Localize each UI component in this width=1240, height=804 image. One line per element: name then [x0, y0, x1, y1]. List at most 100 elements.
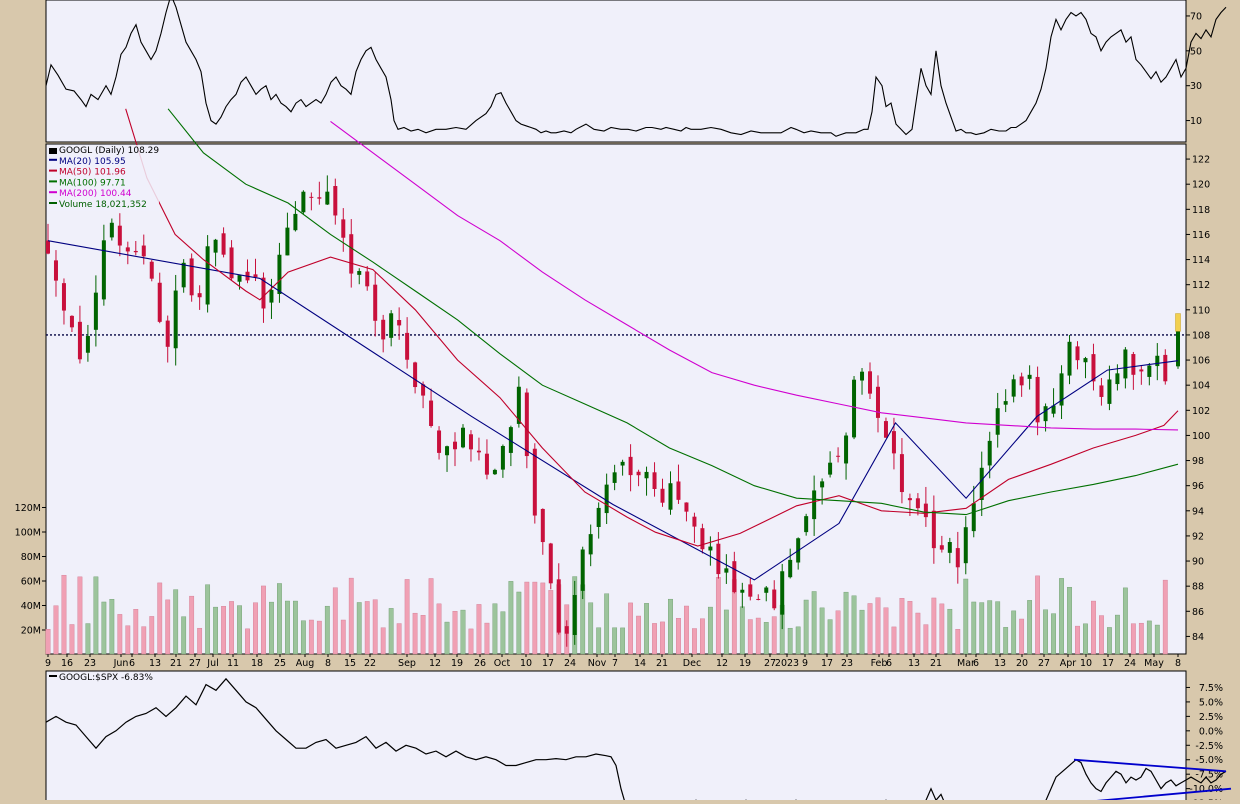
candle-body — [373, 284, 378, 321]
price-tick-label: 92 — [1192, 531, 1204, 542]
candle-body — [548, 543, 553, 584]
candle-body — [532, 448, 537, 516]
volume-bar — [404, 579, 410, 655]
x-tick-label: 21 — [930, 658, 942, 669]
volume-bar — [508, 581, 514, 655]
candle-body — [1043, 406, 1048, 422]
volume-bar — [963, 578, 969, 655]
volume-bar — [907, 601, 913, 655]
candle-body — [453, 441, 458, 450]
volume-bar — [149, 616, 155, 655]
candle-body — [1115, 373, 1120, 385]
volume-bar — [715, 577, 721, 655]
candle-body — [596, 507, 601, 527]
candle-body — [277, 254, 282, 295]
x-tick-label: 27 — [764, 658, 776, 669]
volume-bar — [787, 627, 793, 655]
candle-body — [109, 222, 114, 238]
candle-body — [820, 481, 825, 488]
volume-bar — [612, 627, 618, 655]
price-tick-label: 94 — [1192, 506, 1204, 517]
candle-body — [588, 534, 593, 555]
volume-bar — [1075, 625, 1080, 655]
volume-bar — [819, 607, 825, 655]
volume-bar — [827, 619, 833, 655]
candle-body — [1083, 358, 1088, 363]
volume-bar — [61, 574, 67, 655]
volume-bar — [1003, 627, 1009, 655]
volume-bar — [460, 609, 466, 655]
moving-average-ma200 — [330, 120, 1179, 431]
candle-body — [173, 290, 178, 349]
volume-bar — [348, 577, 354, 655]
candle-body — [883, 421, 888, 438]
relative-strength-panel — [45, 670, 1187, 803]
volume-bar — [596, 627, 602, 655]
relative-tick-label: 0.0% — [1199, 726, 1223, 737]
volume-bar — [652, 623, 657, 655]
candle-body — [995, 408, 1000, 435]
candle-body — [524, 392, 529, 457]
price-tick-label: 116 — [1192, 230, 1210, 241]
candle-body — [1131, 354, 1136, 375]
rsi-line — [45, 0, 1227, 137]
candle-body — [476, 450, 481, 453]
volume-bar — [771, 616, 777, 655]
candle-body — [389, 313, 394, 338]
price-tick-label: 118 — [1192, 205, 1210, 216]
candle-body — [349, 234, 354, 274]
volume-bar — [644, 603, 649, 655]
volume-bar — [1059, 578, 1064, 655]
volume-bar — [197, 627, 203, 655]
legend-background — [47, 145, 159, 211]
candle-body — [189, 258, 194, 296]
x-tick-label: Jul — [206, 658, 218, 669]
volume-bar — [476, 604, 482, 655]
volume-bar — [253, 602, 258, 655]
x-tick-label: 18 — [251, 658, 263, 669]
volume-bar — [109, 598, 115, 655]
x-tick-label: 24 — [1124, 658, 1136, 669]
volume-bar — [324, 605, 330, 655]
volume-bar — [101, 601, 107, 655]
candle-body — [429, 400, 434, 426]
candle-body — [1027, 374, 1032, 379]
x-tick-label: 6 — [973, 658, 979, 669]
x-tick-label: Jun — [113, 658, 129, 669]
volume-tick-label: 60M — [21, 577, 41, 588]
candle-body — [652, 472, 657, 490]
x-tick-label: 14 — [634, 658, 646, 669]
volume-bar — [221, 606, 226, 655]
volume-bar — [915, 612, 921, 655]
rsi-tick-label: 30 — [1190, 81, 1202, 92]
volume-bar — [189, 595, 195, 655]
candle-body — [213, 239, 218, 253]
volume-bar — [69, 624, 75, 655]
volume-bar — [883, 607, 889, 655]
price-tick-label: 108 — [1192, 330, 1210, 341]
volume-bar — [1083, 623, 1088, 655]
candle-body — [445, 446, 450, 456]
volume-bar — [931, 597, 937, 655]
volume-bar — [923, 624, 929, 655]
price-panel — [45, 143, 1187, 655]
x-tick-label: Aug — [296, 658, 315, 669]
candle-body — [508, 427, 513, 453]
rsi-tick-label: 50 — [1190, 46, 1202, 57]
candle-body — [437, 430, 442, 453]
candle-body — [764, 587, 769, 593]
candle-body — [748, 584, 753, 597]
legend-entry: MA(20) 105.95 — [59, 157, 126, 167]
volume-bar — [540, 582, 546, 655]
candle-body — [868, 371, 873, 394]
volume-bar — [739, 606, 745, 655]
volume-bar — [1035, 575, 1040, 655]
volume-bar — [995, 601, 1001, 655]
candle-body — [333, 186, 338, 216]
moving-average-ma50 — [125, 108, 1179, 547]
volume-bar — [125, 625, 131, 655]
relative-tick-label: 7.5% — [1199, 683, 1223, 694]
volume-bar — [412, 612, 418, 655]
x-tick-label: 15 — [344, 658, 356, 669]
volume-bar — [468, 628, 474, 655]
